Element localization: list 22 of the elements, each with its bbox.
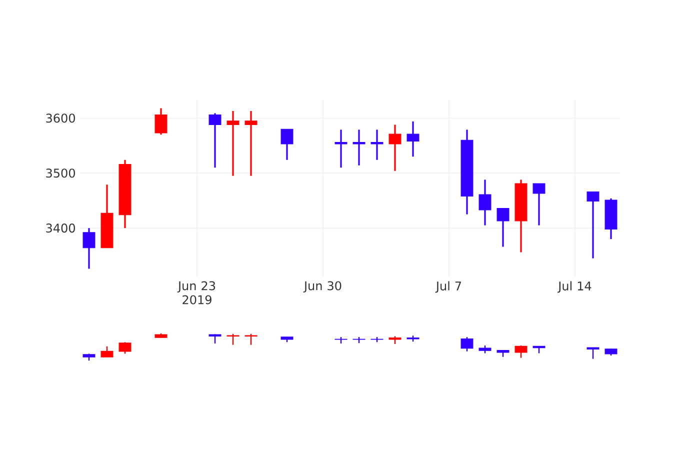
candlestick	[496, 207, 510, 248]
x-tick-label: Jul 14	[558, 281, 592, 293]
x-tick-label: Jun 30	[303, 281, 342, 293]
candlestick	[280, 128, 294, 161]
candlestick	[370, 128, 384, 161]
candlestick	[586, 191, 600, 260]
candlestick	[244, 110, 258, 177]
candlestick	[82, 227, 96, 270]
candlestick	[334, 128, 348, 168]
candlestick	[478, 178, 492, 226]
candlestick	[532, 182, 546, 226]
y-tick-label: 3500	[46, 168, 75, 178]
x-tick-label: Jul 7	[435, 281, 462, 293]
candlestick	[352, 128, 366, 166]
candlestick	[406, 120, 420, 158]
candlestick	[154, 107, 168, 136]
candlestick	[226, 110, 240, 177]
candlestick	[388, 124, 402, 172]
y-tick-label: 3400	[46, 224, 75, 233]
candlestick	[208, 112, 222, 168]
y-tick-label: 3600	[46, 114, 75, 123]
x-tick-label: Jun 23 2019	[177, 281, 216, 304]
